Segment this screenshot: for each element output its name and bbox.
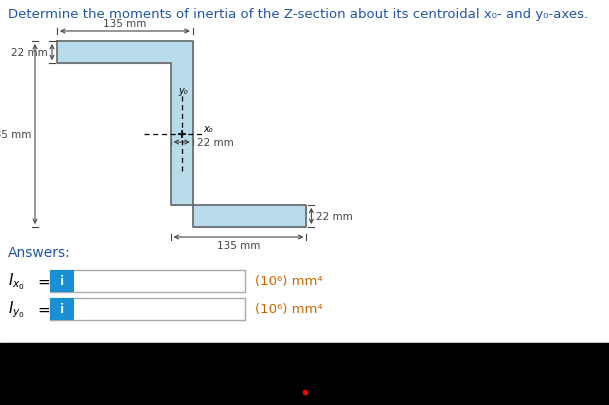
Text: 22 mm: 22 mm <box>11 48 48 58</box>
Bar <box>0 343 609 405</box>
Bar <box>50 270 245 292</box>
Text: 22 mm: 22 mm <box>316 211 353 222</box>
Text: y₀: y₀ <box>178 86 188 96</box>
Text: i: i <box>60 303 64 316</box>
Text: x₀: x₀ <box>203 124 213 134</box>
Bar <box>50 270 74 292</box>
Text: =: = <box>37 302 50 317</box>
Text: 22 mm: 22 mm <box>197 138 233 148</box>
Text: Determine the moments of inertia of the Z-section about its centroidal x₀- and y: Determine the moments of inertia of the … <box>8 8 588 21</box>
Text: Answers:: Answers: <box>8 245 71 259</box>
Text: $I_{y_0}$: $I_{y_0}$ <box>8 299 25 320</box>
Text: =: = <box>37 274 50 289</box>
Text: i: i <box>60 275 64 288</box>
Text: 135 mm: 135 mm <box>217 241 260 250</box>
Bar <box>50 298 74 320</box>
Text: (10⁶) mm⁴: (10⁶) mm⁴ <box>255 303 323 316</box>
Text: (10⁶) mm⁴: (10⁶) mm⁴ <box>255 275 323 288</box>
Bar <box>50 298 245 320</box>
Text: 135 mm: 135 mm <box>103 19 147 29</box>
Text: 185 mm: 185 mm <box>0 130 31 140</box>
Text: $I_{x_0}$: $I_{x_0}$ <box>8 271 25 292</box>
Polygon shape <box>57 42 306 228</box>
